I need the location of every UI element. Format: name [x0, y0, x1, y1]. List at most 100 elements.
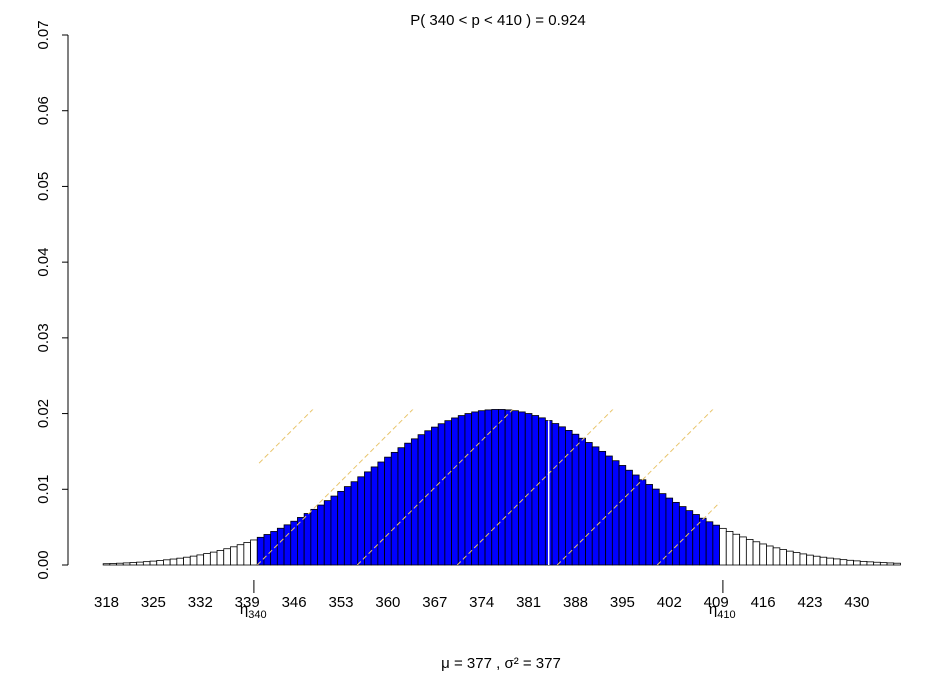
bar-336 [223, 548, 231, 566]
x-tick-label: 402 [657, 594, 682, 611]
bar-381 [524, 413, 533, 566]
bar-325 [149, 560, 158, 566]
bar-427 [833, 558, 841, 566]
bar-329 [176, 557, 184, 566]
bar-424 [812, 555, 821, 566]
bar-341 [256, 536, 265, 566]
bar-322 [129, 562, 138, 566]
x-tick-label: 367 [422, 594, 447, 611]
y-tick-label: 0.07 [35, 20, 52, 49]
x-tick-label: 430 [844, 594, 869, 611]
x-tick-label: 409 [704, 594, 729, 611]
bar-353 [337, 490, 345, 566]
bar-330 [183, 556, 191, 566]
bar-356 [357, 476, 365, 566]
x-tick-label: 395 [610, 594, 635, 611]
bar-360 [384, 456, 392, 566]
bar-378 [504, 409, 513, 566]
bar-361 [390, 451, 399, 566]
bar-390 [585, 442, 593, 566]
bar-422 [799, 553, 808, 566]
x-tick-label: 374 [469, 594, 494, 611]
bar-359 [377, 461, 385, 566]
bar-348 [303, 513, 312, 566]
bar-352 [330, 495, 339, 566]
bar-392 [598, 450, 607, 566]
bar-394 [611, 460, 620, 566]
bar-428 [839, 559, 848, 566]
bar-405 [685, 510, 694, 566]
bar-433 [873, 561, 881, 566]
bar-401 [658, 493, 667, 566]
hatch-line [0, 365, 157, 565]
bar-368 [437, 423, 446, 566]
bar-323 [136, 561, 144, 566]
bar-418 [772, 547, 781, 566]
bar-402 [665, 497, 674, 566]
bar-338 [236, 544, 245, 566]
x-tick-label: 360 [375, 594, 400, 611]
bar-389 [578, 437, 586, 566]
y-tick-label: 0.04 [35, 248, 52, 277]
bar-420 [786, 550, 794, 566]
bar-328 [169, 558, 178, 566]
bar-327 [163, 559, 171, 566]
bar-435 [886, 562, 895, 566]
bar-411 [725, 531, 734, 566]
bar-430 [853, 560, 861, 566]
bar-377 [498, 409, 506, 566]
bar-379 [511, 410, 519, 566]
bar-408 [705, 521, 714, 566]
bar-357 [364, 471, 372, 566]
y-tick-label: 0.00 [35, 550, 52, 579]
bars-group [102, 409, 901, 566]
x-tick-label: 332 [188, 594, 213, 611]
bar-318 [102, 563, 111, 566]
bar-395 [618, 465, 627, 566]
hatch-line [656, 501, 720, 565]
bar-374 [477, 410, 486, 566]
bar-351 [323, 500, 332, 566]
bar-412 [732, 533, 741, 566]
bar-423 [806, 554, 814, 566]
y-axis: 0.00 0.01 0.02 0.03 0.04 0.05 0.06 0.07 [35, 20, 69, 580]
bar-332 [196, 554, 205, 566]
bar-355 [350, 481, 359, 566]
bar-382 [531, 415, 540, 566]
bar-347 [297, 517, 305, 566]
bar-419 [779, 549, 787, 566]
bar-409 [712, 524, 720, 566]
y-tick-label: 0.03 [35, 323, 52, 352]
bar-370 [451, 417, 459, 566]
bar-337 [230, 546, 238, 566]
bar-436 [893, 562, 901, 566]
bar-376 [491, 409, 499, 566]
bar-321 [122, 562, 131, 566]
bar-372 [464, 413, 473, 566]
bar-413 [739, 536, 747, 566]
bar-343 [270, 531, 278, 566]
bar-388 [571, 433, 580, 566]
bar-403 [672, 501, 680, 566]
bar-429 [846, 559, 854, 566]
y-tick-label: 0.02 [35, 399, 52, 428]
bar-404 [678, 506, 687, 566]
bar-334 [209, 551, 218, 566]
bar-383 [538, 417, 546, 566]
bar-367 [431, 426, 439, 566]
bar-326 [156, 560, 164, 566]
bar-432 [866, 561, 875, 566]
bar-349 [310, 508, 318, 566]
x-tick-label: 353 [328, 594, 353, 611]
x-tick-label: 388 [563, 594, 588, 611]
bar-407 [699, 517, 707, 566]
bar-417 [766, 545, 774, 566]
bar-319 [109, 563, 117, 566]
hatch-line [57, 365, 257, 565]
bar-399 [645, 484, 653, 566]
bar-400 [652, 488, 660, 566]
bar-426 [826, 557, 834, 566]
bar-425 [819, 556, 828, 566]
bar-410 [719, 527, 727, 566]
